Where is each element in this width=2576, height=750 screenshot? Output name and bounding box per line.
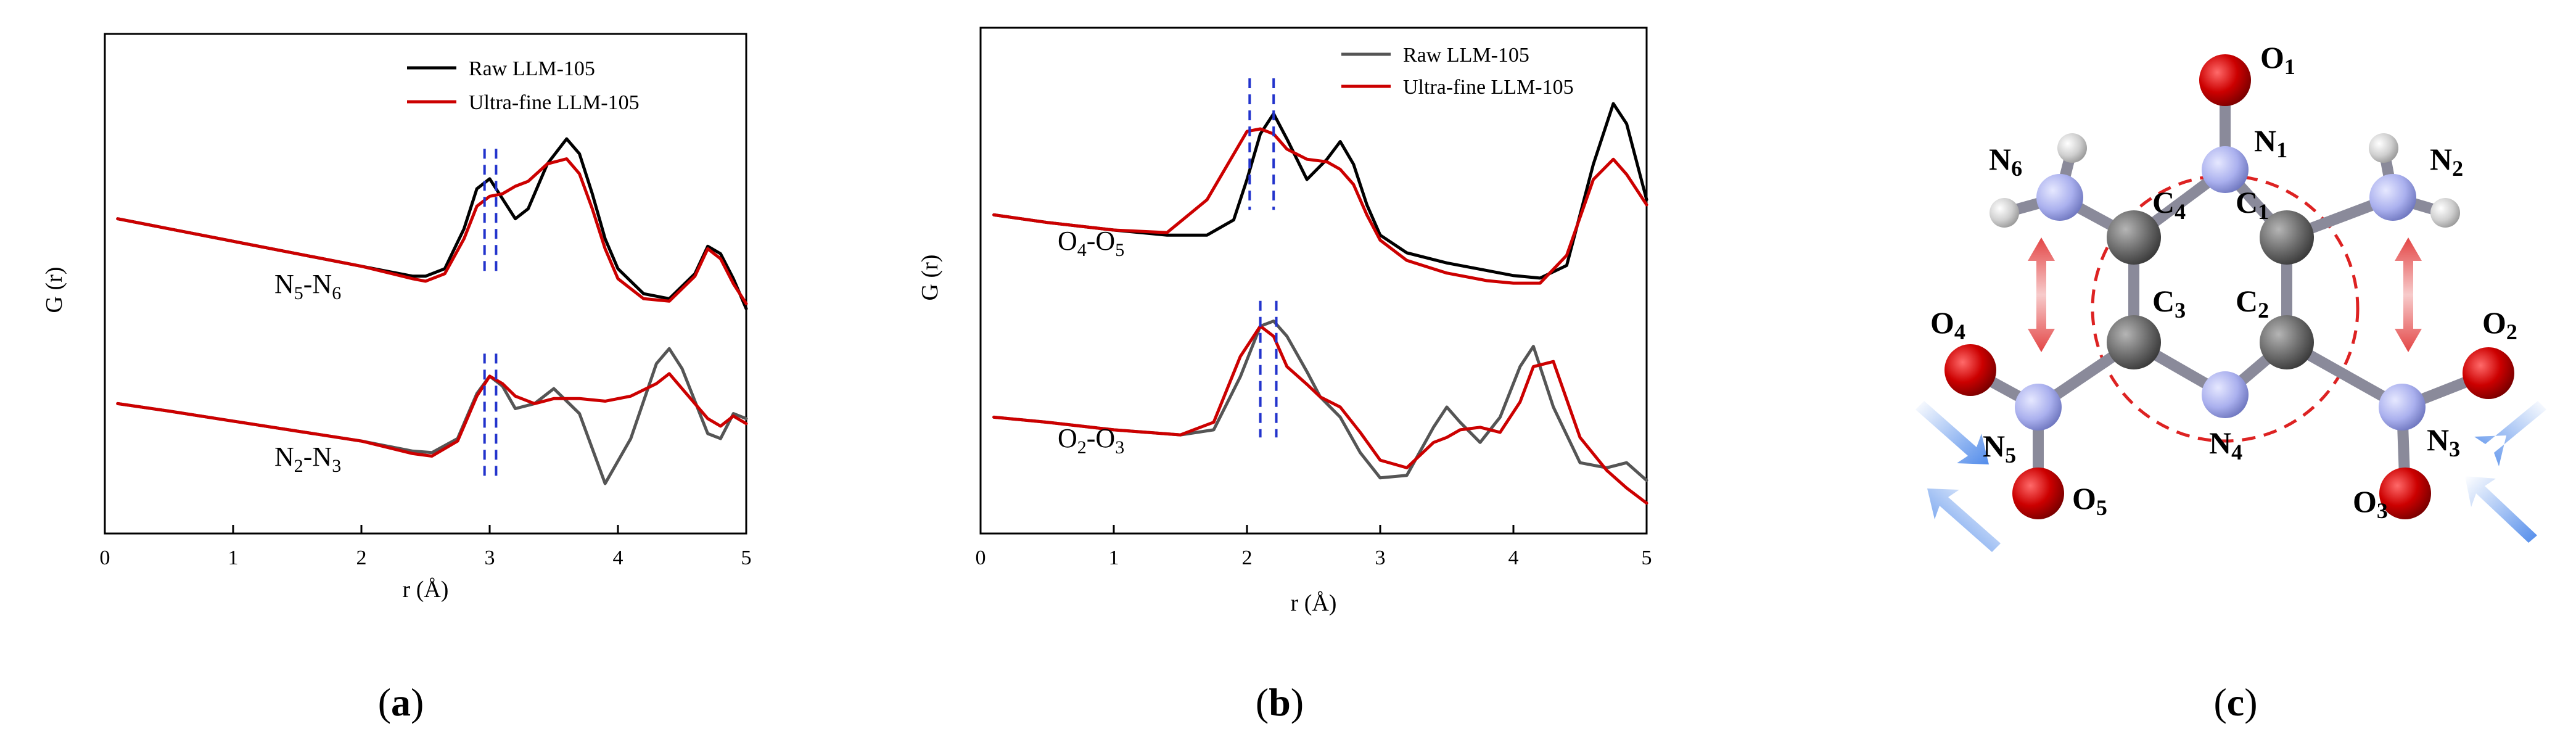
chart-b-frame <box>979 27 1648 535</box>
atom-h <box>2057 133 2087 163</box>
annotation-o2-o3: O2-O3 <box>1058 423 1124 458</box>
atom-n3 <box>2379 384 2426 431</box>
atom-o4 <box>1944 344 1996 396</box>
chart-a-series <box>116 137 748 485</box>
series-line-a-2 <box>116 347 748 485</box>
atom-o3 <box>2379 468 2431 519</box>
label-n4: N4 <box>2209 426 2242 464</box>
chart-a-tick-label: 1 <box>228 546 239 569</box>
chart-a-tick-label: 2 <box>356 546 367 569</box>
atom-c3 <box>2107 315 2161 369</box>
atom-n1 <box>2202 146 2249 193</box>
legend-a-fine-label: Ultra-fine LLM-105 <box>469 91 640 114</box>
blue-arrow-left-bottom <box>1927 488 2001 552</box>
red-arrow-left <box>2028 237 2055 352</box>
blue-arrow-left-top <box>1916 401 1989 464</box>
series-line-b-0 <box>992 102 1648 280</box>
annotation-o4-o5: O4-O5 <box>1058 226 1124 260</box>
label-n1: N1 <box>2254 123 2287 162</box>
label-n5: N5 <box>1983 429 2016 468</box>
chart-b-series <box>992 102 1648 505</box>
atom-o5 <box>2012 468 2064 519</box>
series-line-a-3 <box>116 372 748 458</box>
red-arrow-right <box>2395 237 2422 352</box>
red-double-arrows <box>2028 237 2422 352</box>
series-line-a-0 <box>116 137 748 310</box>
blue-arrow-right-bottom <box>2465 476 2537 543</box>
label-n2: N2 <box>2430 142 2463 181</box>
chart-a-tick-label: 0 <box>100 546 110 569</box>
chart-a: 0 1 2 3 4 5 r (Å) G (r) Raw LLM-105 Ultra-fin… <box>41 33 752 724</box>
blue-arrows <box>1916 401 2546 552</box>
series-line-b-3 <box>992 324 1648 505</box>
chart-a-frame <box>104 33 747 535</box>
chart-b-tick-label: 5 <box>1642 546 1652 569</box>
chart-a-tick-label: 3 <box>485 546 495 569</box>
atom-o1 <box>2199 54 2251 106</box>
series-line-b-1 <box>992 127 1648 285</box>
chart-a-marker-lines <box>483 149 498 479</box>
panel-label-b: (b) <box>1256 680 1304 724</box>
atom-c2 <box>2260 315 2314 369</box>
atom-n6 <box>2036 174 2083 221</box>
label-o4: O4 <box>1930 305 1965 344</box>
label-o3: O3 <box>2353 484 2388 523</box>
label-n6: N6 <box>1989 142 2022 181</box>
chart-b-marker-lines <box>1248 78 1278 438</box>
atom-c1 <box>2260 210 2314 265</box>
molecule-diagram: O1 N1 N6 N2 C4 C1 C3 C2 O4 O2 N5 N3 N4 O… <box>1916 40 2546 724</box>
label-n3: N3 <box>2427 422 2460 461</box>
atom-h <box>2369 133 2398 163</box>
chart-b-tick-label: 0 <box>976 546 986 569</box>
chart-b-x-ticks: 0 1 2 3 4 5 <box>976 525 1652 569</box>
panel-label-c: (c) <box>2213 680 2257 724</box>
label-o5: O5 <box>2072 481 2107 520</box>
chart-a-x-ticks: 0 1 2 3 4 5 <box>100 525 752 569</box>
chart-b-tick-label: 2 <box>1242 546 1253 569</box>
atom-c4 <box>2107 210 2161 265</box>
chart-b-xlabel: r (Å) <box>1291 590 1337 616</box>
atom-n4 <box>2202 371 2249 418</box>
series-line-b-2 <box>992 319 1648 482</box>
label-c4: C4 <box>2152 185 2186 224</box>
atom-labels: O1 N1 N6 N2 C4 C1 C3 C2 O4 O2 N5 N3 N4 O… <box>1930 40 2517 523</box>
label-c3: C3 <box>2152 284 2186 323</box>
annotation-n2-n3: N2-N3 <box>274 442 341 476</box>
chart-b: 0 1 2 3 4 5 r (Å) G (r) Raw LLM-105 Ultra-fin… <box>917 27 1652 724</box>
chart-b-tick-label: 1 <box>1109 546 1119 569</box>
chart-a-legend: Raw LLM-105 Ultra-fine LLM-105 <box>407 57 640 114</box>
atom-n2 <box>2369 174 2416 221</box>
chart-b-legend: Raw LLM-105 Ultra-fine LLM-105 <box>1341 44 1574 99</box>
label-o1: O1 <box>2260 40 2295 79</box>
chart-a-ylabel: G (r) <box>41 267 67 313</box>
chart-b-tick-label: 4 <box>1508 546 1519 569</box>
chart-a-xlabel: r (Å) <box>403 577 449 603</box>
atom-o2 <box>2463 347 2514 399</box>
series-line-a-1 <box>116 157 748 305</box>
label-o2: O2 <box>2482 305 2517 344</box>
legend-b-raw-label: Raw LLM-105 <box>1403 44 1529 67</box>
atom-h <box>1990 198 2019 228</box>
chart-a-tick-label: 5 <box>741 546 752 569</box>
legend-b-fine-label: Ultra-fine LLM-105 <box>1403 76 1574 99</box>
blue-arrow-right-top <box>2474 401 2546 466</box>
atom-n5 <box>2015 384 2062 431</box>
atom-h <box>2430 198 2460 228</box>
legend-a-raw-label: Raw LLM-105 <box>469 57 595 80</box>
chart-b-tick-label: 3 <box>1375 546 1386 569</box>
label-c2: C2 <box>2236 284 2269 323</box>
chart-b-ylabel: G (r) <box>917 255 943 301</box>
annotation-n5-n6: N5-N6 <box>274 269 341 303</box>
label-c1: C1 <box>2236 185 2269 224</box>
panel-label-a: (a) <box>378 680 424 724</box>
atoms <box>1944 54 2514 519</box>
chart-a-tick-label: 4 <box>613 546 623 569</box>
